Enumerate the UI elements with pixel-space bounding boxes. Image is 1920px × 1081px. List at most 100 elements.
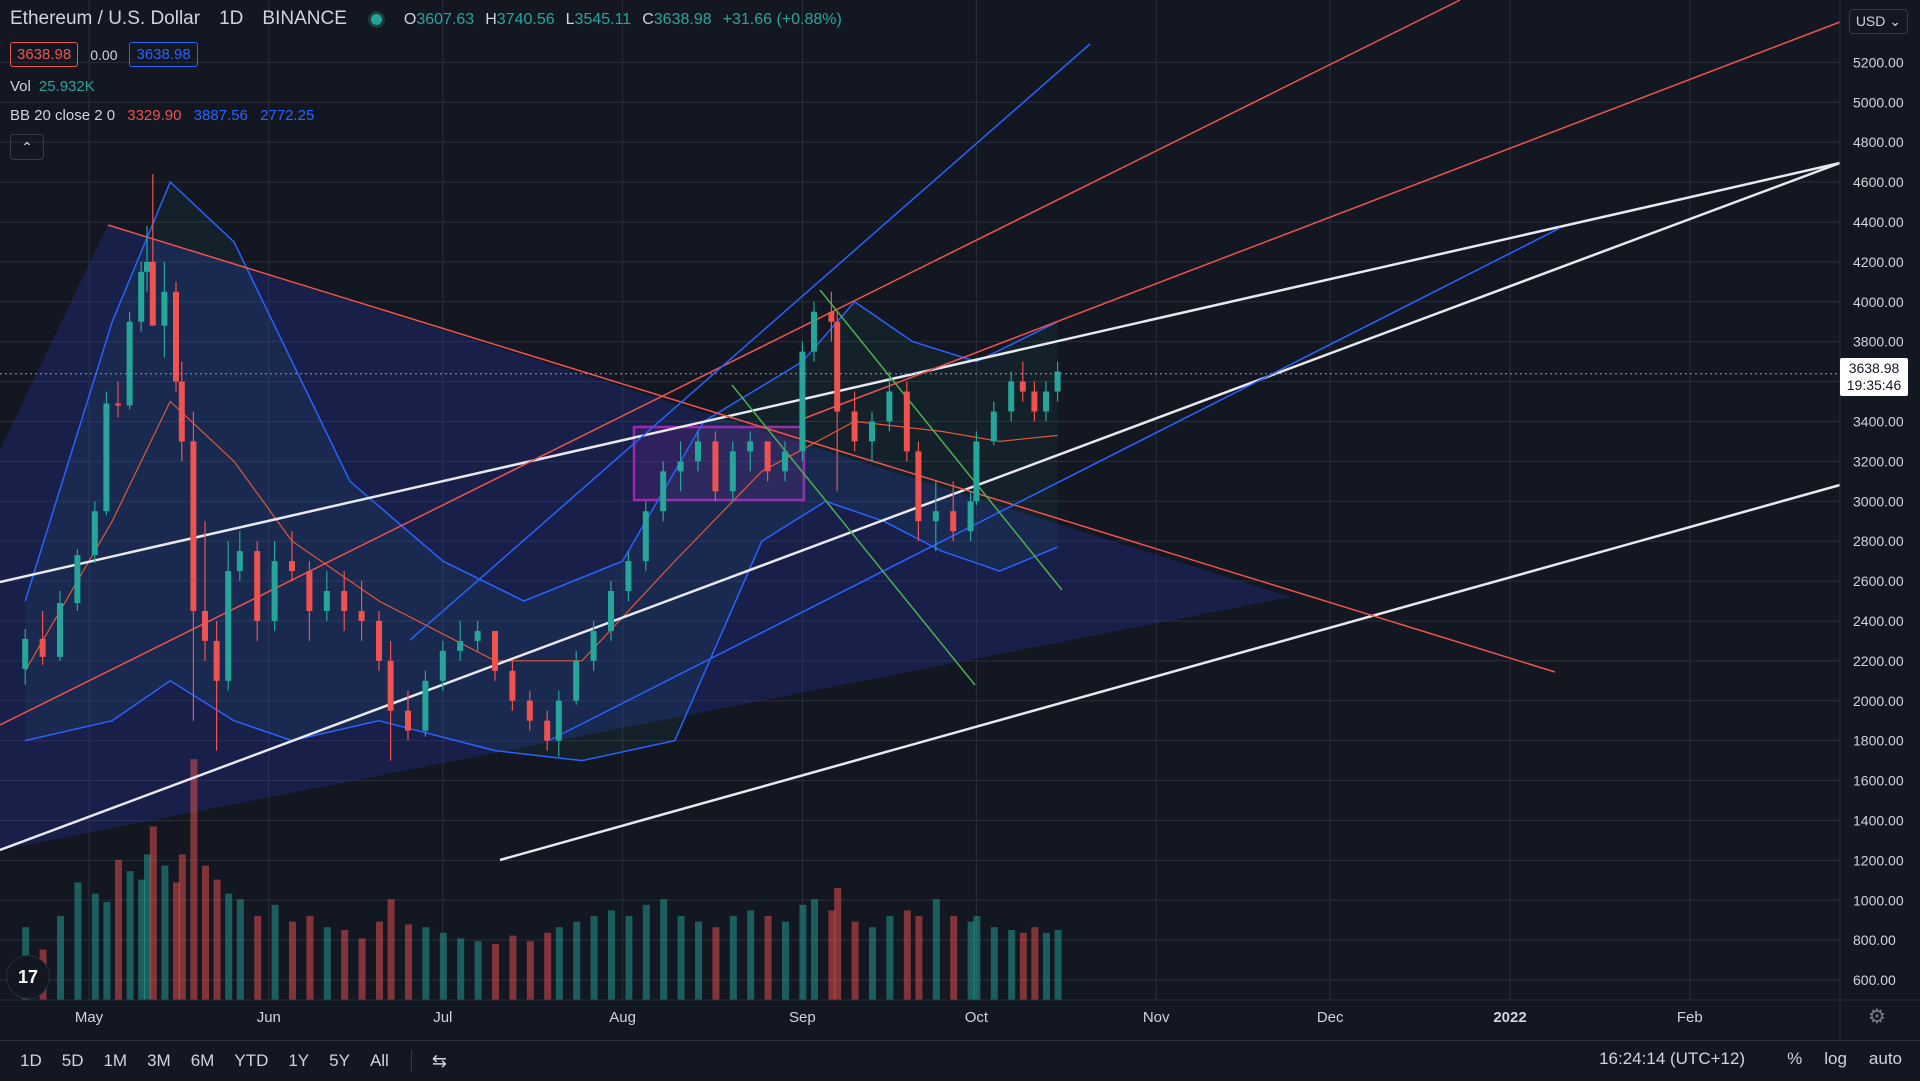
y-tick-label: 5200.00	[1853, 54, 1904, 70]
volume-bar	[405, 924, 412, 1000]
low-value: 3545.11	[574, 11, 632, 28]
y-tick-label: 4200.00	[1853, 254, 1904, 270]
volume-bar	[903, 910, 911, 1000]
y-tick-label: 2000.00	[1853, 693, 1904, 709]
candle-body	[225, 571, 232, 681]
volume-legend[interactable]: Vol 25.932K	[10, 78, 95, 95]
volume-bar	[254, 916, 262, 1000]
volume-bar	[178, 854, 186, 1000]
x-tick-label: Nov	[1143, 1009, 1170, 1026]
y-tick-label: 1800.00	[1853, 733, 1904, 749]
timezone-clock[interactable]: 16:24:14 (UTC+12)	[1599, 1049, 1746, 1068]
candle-body	[22, 638, 29, 669]
y-tick-label: 2600.00	[1853, 573, 1904, 589]
bb-fill	[25, 182, 1058, 761]
gear-icon[interactable]: ⚙	[1868, 1004, 1886, 1029]
bar-countdown: 19:35:46	[1846, 377, 1902, 393]
volume-bar	[526, 941, 534, 1000]
timeframe-5d[interactable]: 5D	[61, 1051, 84, 1070]
bottom-toolbar: 1D 5D 1M 3M 6M YTD 1Y 5Y All ⇆	[0, 1040, 1920, 1081]
timeframe-1y[interactable]: 1Y	[288, 1051, 310, 1070]
ask-price[interactable]: 3638.98	[129, 42, 198, 67]
x-tick-label: Aug	[609, 1009, 636, 1026]
volume-bar	[695, 921, 702, 1000]
candle-body	[932, 511, 939, 522]
green-line-2	[819, 289, 1063, 591]
timeframe-1m[interactable]: 1M	[103, 1051, 128, 1070]
log-toggle[interactable]: log	[1824, 1049, 1847, 1068]
candle-body	[747, 441, 754, 452]
candle-body	[115, 403, 121, 406]
volume-bar	[660, 899, 668, 1000]
candle-body	[967, 501, 974, 532]
bb-legend[interactable]: BB 20 close 2 0 3329.90 3887.56 2772.25	[10, 107, 314, 124]
volume-bar	[811, 899, 818, 1000]
candle-body	[886, 391, 893, 422]
percent-toggle[interactable]: %	[1787, 1049, 1803, 1068]
y-tick-label: 4400.00	[1853, 214, 1904, 230]
x-tick-label: Sep	[789, 1009, 816, 1026]
symbol-title[interactable]: Ethereum / U.S. Dollar	[10, 8, 201, 29]
candle-body	[202, 610, 208, 641]
candle-body	[729, 451, 736, 492]
candle-body	[376, 620, 382, 661]
timeframe-all[interactable]: All	[369, 1051, 389, 1070]
bb-label: BB 20 close 2 0	[10, 107, 116, 124]
interval-label[interactable]: 1D	[219, 8, 244, 29]
blue-trend-line-2	[549, 227, 1561, 741]
volume-bar	[341, 930, 349, 1000]
volume-bar	[608, 910, 615, 1000]
timeframe-ytd[interactable]: YTD	[234, 1051, 269, 1070]
volume-bar	[474, 941, 482, 1000]
x-tick-label: Dec	[1317, 1009, 1344, 1026]
bid-price[interactable]: 3638.98	[10, 42, 79, 67]
candle-body	[782, 451, 788, 472]
red-descending-line	[107, 224, 1556, 673]
volume-bar	[236, 899, 244, 1000]
volume-bar	[851, 921, 859, 1000]
y-tick-label: 600.00	[1853, 972, 1896, 988]
volume-bar	[202, 865, 209, 1000]
candle-body	[1054, 371, 1061, 392]
y-tick-label: 4800.00	[1853, 134, 1904, 150]
close-value: 3638.98	[653, 11, 712, 28]
last-price-value: 3638.98	[1848, 360, 1900, 376]
candle-body	[1008, 381, 1015, 412]
volume-bar	[161, 865, 169, 1000]
volume-bar	[555, 927, 563, 1000]
y-tick-label: 1000.00	[1853, 892, 1904, 908]
tradingview-logo-icon[interactable]: 17	[6, 955, 50, 999]
volume-bar	[950, 916, 958, 1000]
close-label: C	[642, 11, 654, 28]
volume-bar	[492, 944, 499, 1000]
spread-value: 0.00	[90, 46, 118, 63]
timeframe-3m[interactable]: 3M	[147, 1051, 171, 1070]
volume-bar	[915, 916, 923, 1000]
currency-button[interactable]: USD ⌄	[1848, 9, 1908, 34]
volume-bar	[625, 916, 633, 1000]
change-value: +31.66 (+0.88%)	[722, 11, 842, 28]
volume-bar	[967, 921, 975, 1000]
volume-bar	[173, 882, 180, 1000]
candle-body	[74, 555, 81, 603]
collapse-legend-button[interactable]: ⌃	[10, 134, 44, 160]
timeframe-5y[interactable]: 5Y	[329, 1051, 350, 1070]
red-channel-line-2	[799, 21, 1841, 421]
axes: 600.00 800.00 1000.00 1200.00 1400.00 1600.00…	[0, 0, 1920, 1040]
gear-glyph: ⚙	[1868, 1006, 1886, 1028]
candle-body	[811, 311, 817, 352]
y-tick-label: 1400.00	[1853, 812, 1904, 828]
calendar-range-glyph: ⇆	[431, 1050, 447, 1071]
volume-bar	[869, 927, 876, 1000]
y-tick-label: 3200.00	[1853, 453, 1904, 469]
volume-bar	[729, 916, 737, 1000]
volume-bar	[213, 879, 221, 1000]
volume-bar	[439, 932, 447, 1000]
calendar-range-icon[interactable]: ⇆	[432, 1051, 447, 1072]
volume-bar	[57, 916, 64, 1000]
auto-toggle[interactable]: auto	[1868, 1049, 1902, 1068]
volume-bar	[573, 921, 581, 1000]
timeframe-6m[interactable]: 6M	[190, 1051, 215, 1070]
timeframe-1d[interactable]: 1D	[20, 1051, 42, 1070]
